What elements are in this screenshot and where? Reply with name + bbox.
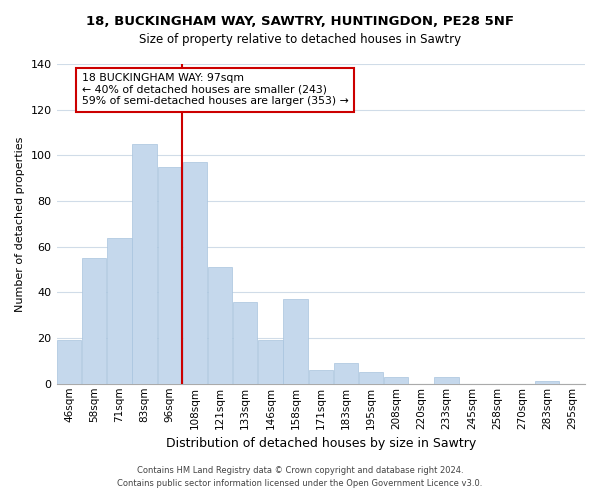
Bar [57, 340, 82, 384]
Bar [208, 268, 232, 384]
Bar [384, 377, 409, 384]
Bar [183, 162, 207, 384]
Bar [158, 167, 182, 384]
Bar [258, 340, 283, 384]
Text: 18, BUCKINGHAM WAY, SAWTRY, HUNTINGDON, PE28 5NF: 18, BUCKINGHAM WAY, SAWTRY, HUNTINGDON, … [86, 15, 514, 28]
Bar [133, 144, 157, 384]
Bar [283, 300, 308, 384]
Bar [334, 363, 358, 384]
Bar [233, 302, 257, 384]
Text: 18 BUCKINGHAM WAY: 97sqm
← 40% of detached houses are smaller (243)
59% of semi-: 18 BUCKINGHAM WAY: 97sqm ← 40% of detach… [82, 73, 349, 106]
Bar [82, 258, 106, 384]
Y-axis label: Number of detached properties: Number of detached properties [15, 136, 25, 312]
Bar [434, 377, 459, 384]
Bar [359, 372, 383, 384]
Text: Size of property relative to detached houses in Sawtry: Size of property relative to detached ho… [139, 32, 461, 46]
Bar [535, 382, 559, 384]
Text: Contains HM Land Registry data © Crown copyright and database right 2024.
Contai: Contains HM Land Registry data © Crown c… [118, 466, 482, 487]
Bar [308, 370, 333, 384]
Bar [107, 238, 131, 384]
X-axis label: Distribution of detached houses by size in Sawtry: Distribution of detached houses by size … [166, 437, 476, 450]
